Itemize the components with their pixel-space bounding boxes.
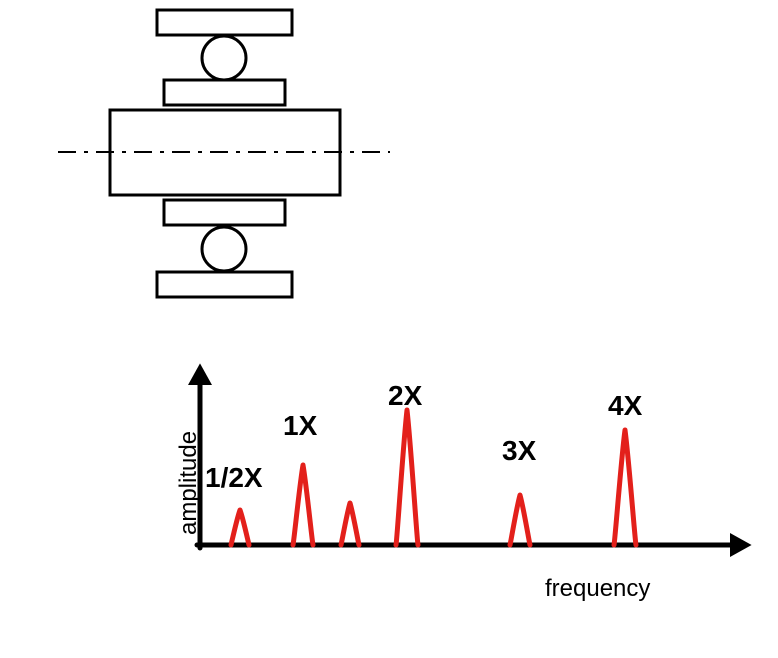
spectrum-chart — [0, 0, 778, 658]
y-axis-arrow — [188, 363, 212, 385]
peak-label: 1X — [283, 410, 317, 442]
peak-label: 2X — [388, 380, 422, 412]
spectrum-peak — [293, 465, 313, 545]
spectrum-peak — [614, 430, 636, 545]
x-axis-arrow — [730, 533, 752, 557]
y-axis-label: amplitude — [175, 431, 203, 535]
spectrum-peak — [510, 495, 530, 545]
x-axis-label: frequency — [545, 575, 650, 603]
spectrum-peak — [396, 410, 418, 545]
peak-label: 3X — [502, 435, 536, 467]
spectrum-peak — [231, 510, 249, 545]
peak-label: 1/2X — [205, 462, 263, 494]
figure-stage: amplitude frequency 1/2X 1X 2X 3X 4X — [0, 0, 778, 658]
spectrum-peak — [341, 503, 359, 545]
peak-label: 4X — [608, 390, 642, 422]
